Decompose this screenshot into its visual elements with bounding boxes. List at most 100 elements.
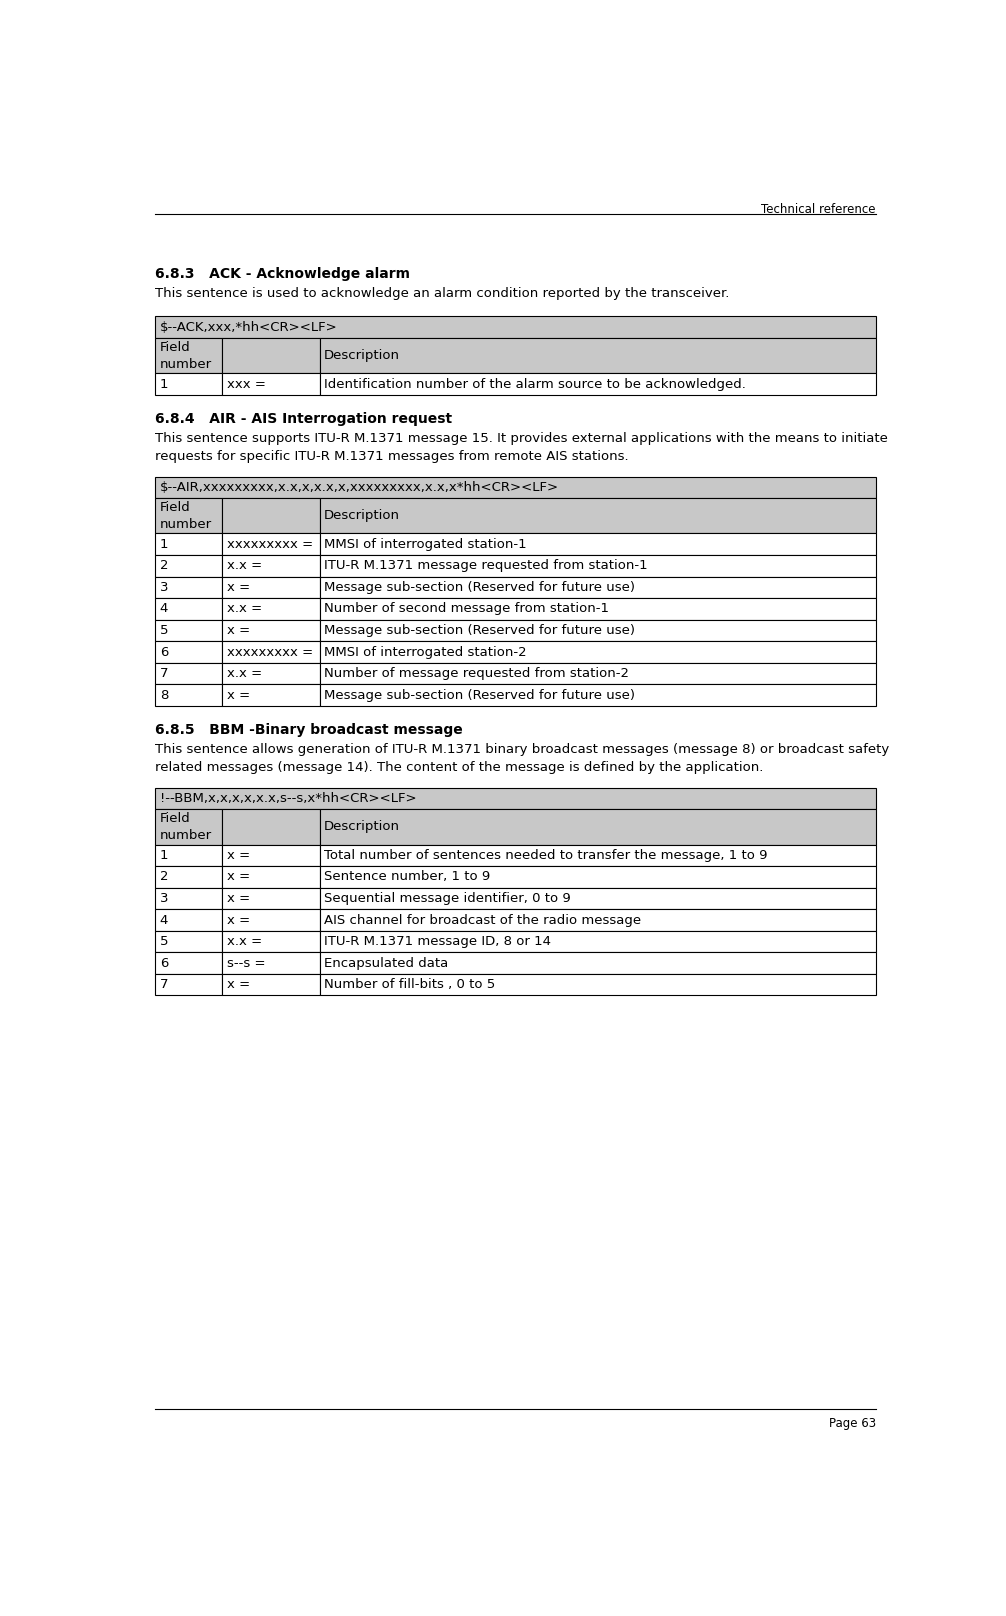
Bar <box>320 554 876 577</box>
Bar <box>155 787 876 810</box>
Text: 7: 7 <box>160 667 168 680</box>
Text: Description: Description <box>324 509 400 522</box>
Bar <box>222 663 320 685</box>
Bar <box>320 952 876 974</box>
Bar <box>320 338 876 373</box>
Bar <box>320 974 876 995</box>
Bar <box>222 685 320 706</box>
Bar <box>320 685 876 706</box>
Text: 2: 2 <box>160 559 168 572</box>
Bar <box>320 598 876 619</box>
Text: xxxxxxxxx =: xxxxxxxxx = <box>227 645 313 659</box>
Text: s--s =: s--s = <box>227 957 266 970</box>
Text: MMSI of interrogated station-1: MMSI of interrogated station-1 <box>324 538 527 551</box>
Text: 6: 6 <box>160 645 168 659</box>
Bar <box>320 533 876 554</box>
Bar <box>155 952 222 974</box>
Bar <box>320 498 876 533</box>
Bar <box>320 845 876 866</box>
Bar <box>155 317 876 338</box>
Bar <box>320 642 876 663</box>
Text: 1: 1 <box>160 848 168 861</box>
Text: Total number of sentences needed to transfer the message, 1 to 9: Total number of sentences needed to tran… <box>324 848 768 861</box>
Bar <box>155 663 222 685</box>
Text: 2: 2 <box>160 871 168 884</box>
Text: x =: x = <box>227 688 250 701</box>
Text: !--BBM,x,x,x,x,x.x,s--s,x*hh<CR><LF>: !--BBM,x,x,x,x,x.x,s--s,x*hh<CR><LF> <box>160 792 416 805</box>
Text: 6.8.4   AIR - AIS Interrogation request: 6.8.4 AIR - AIS Interrogation request <box>155 412 453 427</box>
Text: ITU-R M.1371 message requested from station-1: ITU-R M.1371 message requested from stat… <box>324 559 648 572</box>
Text: MMSI of interrogated station-2: MMSI of interrogated station-2 <box>324 645 527 659</box>
Text: Message sub-section (Reserved for future use): Message sub-section (Reserved for future… <box>324 688 635 701</box>
Text: 6: 6 <box>160 957 168 970</box>
Bar <box>155 810 222 845</box>
Bar <box>155 685 222 706</box>
Text: This sentence supports ITU-R M.1371 message 15. It provides external application: This sentence supports ITU-R M.1371 mess… <box>155 431 888 462</box>
Text: x =: x = <box>227 892 250 905</box>
Bar <box>320 931 876 952</box>
Text: 5: 5 <box>160 624 168 637</box>
Text: This sentence allows generation of ITU-R M.1371 binary broadcast messages (messa: This sentence allows generation of ITU-R… <box>155 743 889 774</box>
Bar <box>222 577 320 598</box>
Text: Technical reference: Technical reference <box>762 204 876 217</box>
Bar <box>222 952 320 974</box>
Bar <box>320 910 876 931</box>
Bar <box>155 477 876 498</box>
Text: This sentence is used to acknowledge an alarm condition reported by the transcei: This sentence is used to acknowledge an … <box>155 288 729 301</box>
Text: x.x =: x.x = <box>227 603 262 616</box>
Bar <box>155 845 222 866</box>
Bar <box>222 642 320 663</box>
Text: 4: 4 <box>160 913 168 926</box>
Bar <box>155 887 222 910</box>
Text: Sentence number, 1 to 9: Sentence number, 1 to 9 <box>324 871 491 884</box>
Bar <box>222 598 320 619</box>
Text: Message sub-section (Reserved for future use): Message sub-section (Reserved for future… <box>324 624 635 637</box>
Bar <box>222 887 320 910</box>
Text: Field
number: Field number <box>160 501 212 530</box>
Text: 6.8.3   ACK - Acknowledge alarm: 6.8.3 ACK - Acknowledge alarm <box>155 267 410 281</box>
Text: Identification number of the alarm source to be acknowledged.: Identification number of the alarm sourc… <box>324 378 746 391</box>
Bar <box>222 866 320 887</box>
Text: 3: 3 <box>160 580 168 595</box>
Bar <box>222 845 320 866</box>
Text: xxxxxxxxx =: xxxxxxxxx = <box>227 538 313 551</box>
Text: Number of fill-bits , 0 to 5: Number of fill-bits , 0 to 5 <box>324 978 495 991</box>
Text: Field
number: Field number <box>160 341 212 370</box>
Text: Message sub-section (Reserved for future use): Message sub-section (Reserved for future… <box>324 580 635 595</box>
Bar <box>320 866 876 887</box>
Text: Description: Description <box>324 821 400 834</box>
Bar <box>155 498 222 533</box>
Text: $--AIR,xxxxxxxxx,x.x,x,x.x,x,xxxxxxxxx,x.x,x*hh<CR><LF>: $--AIR,xxxxxxxxx,x.x,x,x.x,x,xxxxxxxxx,x… <box>160 482 559 494</box>
Bar <box>320 810 876 845</box>
Text: x =: x = <box>227 624 250 637</box>
Text: x =: x = <box>227 580 250 595</box>
Text: 5: 5 <box>160 936 168 949</box>
Bar <box>222 910 320 931</box>
Text: ITU-R M.1371 message ID, 8 or 14: ITU-R M.1371 message ID, 8 or 14 <box>324 936 551 949</box>
Bar <box>222 373 320 394</box>
Text: Number of second message from station-1: Number of second message from station-1 <box>324 603 610 616</box>
Text: x =: x = <box>227 913 250 926</box>
Text: 4: 4 <box>160 603 168 616</box>
Bar <box>155 598 222 619</box>
Text: x =: x = <box>227 871 250 884</box>
Bar <box>222 810 320 845</box>
Text: x.x =: x.x = <box>227 936 262 949</box>
Bar <box>155 910 222 931</box>
Text: Description: Description <box>324 349 400 362</box>
Text: 3: 3 <box>160 892 168 905</box>
Bar <box>155 373 222 394</box>
Bar <box>155 931 222 952</box>
Bar <box>155 619 222 642</box>
Bar <box>155 338 222 373</box>
Text: AIS channel for broadcast of the radio message: AIS channel for broadcast of the radio m… <box>324 913 641 926</box>
Bar <box>320 619 876 642</box>
Bar <box>320 663 876 685</box>
Text: x =: x = <box>227 848 250 861</box>
Text: 6.8.5   BBM -Binary broadcast message: 6.8.5 BBM -Binary broadcast message <box>155 722 463 737</box>
Text: 1: 1 <box>160 538 168 551</box>
Bar <box>320 373 876 394</box>
Text: Page 63: Page 63 <box>829 1417 876 1430</box>
Bar <box>222 554 320 577</box>
Bar <box>222 974 320 995</box>
